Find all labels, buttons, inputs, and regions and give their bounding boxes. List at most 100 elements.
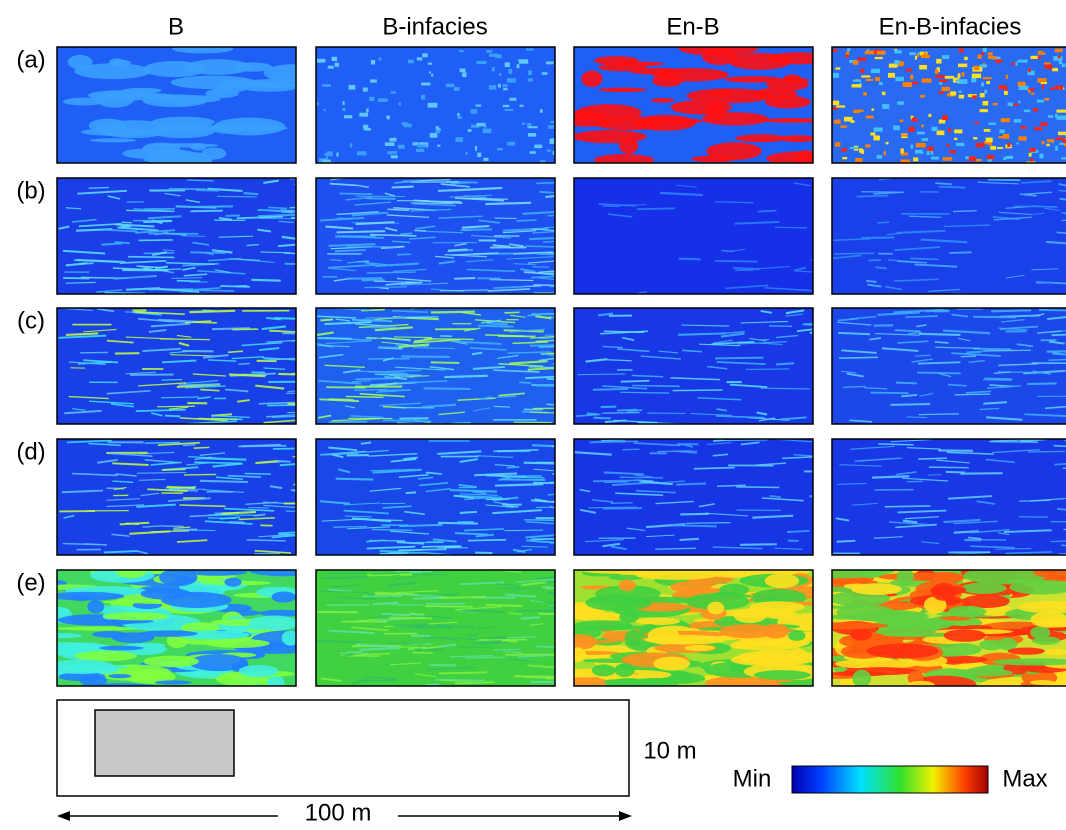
texture <box>320 319 333 320</box>
texture <box>862 237 895 238</box>
texture <box>850 147 858 149</box>
texture <box>920 95 925 98</box>
texture <box>721 440 767 441</box>
texture <box>1059 143 1064 145</box>
texture <box>128 257 174 258</box>
texture <box>972 95 976 98</box>
texture <box>546 61 554 64</box>
texture <box>389 138 396 142</box>
texture <box>901 135 908 137</box>
texture <box>977 55 981 59</box>
texture <box>715 261 757 262</box>
texture <box>973 137 977 139</box>
texture <box>387 151 397 154</box>
texture <box>684 645 715 651</box>
texture <box>436 126 439 129</box>
texture <box>894 60 899 64</box>
texture <box>851 583 902 595</box>
texture <box>587 413 598 414</box>
texture <box>336 153 338 157</box>
texture <box>529 126 538 128</box>
texture <box>979 640 1003 650</box>
texture <box>103 612 169 620</box>
texture <box>122 88 161 94</box>
texture <box>927 147 933 151</box>
texture <box>363 88 368 92</box>
texture <box>953 211 977 212</box>
texture <box>444 376 487 377</box>
texture <box>980 109 988 112</box>
texture <box>454 278 475 279</box>
texture <box>1028 68 1030 72</box>
texture <box>267 675 285 692</box>
texture <box>1055 49 1063 53</box>
texture <box>329 422 367 423</box>
texture <box>1055 114 1058 118</box>
texture <box>452 423 471 424</box>
texture <box>468 540 506 541</box>
texture <box>457 116 462 119</box>
texture <box>537 254 576 255</box>
texture <box>867 644 939 659</box>
texture <box>159 569 197 586</box>
texture <box>919 65 927 69</box>
texture <box>514 676 556 677</box>
texture <box>942 115 948 120</box>
texture <box>189 311 235 312</box>
texture <box>768 52 829 64</box>
texture <box>485 203 531 204</box>
texture <box>400 233 412 234</box>
texture <box>517 64 520 68</box>
texture <box>430 133 438 138</box>
texture <box>336 479 374 480</box>
texture <box>1052 68 1058 71</box>
texture <box>66 333 98 335</box>
texture <box>361 442 371 443</box>
texture <box>989 123 996 125</box>
texture <box>944 629 986 642</box>
texture <box>422 53 428 57</box>
texture <box>344 115 352 118</box>
texture <box>847 48 850 51</box>
texture <box>757 339 769 340</box>
texture <box>578 374 626 375</box>
texture <box>372 327 396 328</box>
texture <box>1008 647 1045 654</box>
texture <box>547 150 551 152</box>
texture <box>428 103 438 108</box>
texture <box>910 145 913 149</box>
panel <box>832 439 1066 555</box>
texture <box>788 631 806 641</box>
texture <box>871 69 880 73</box>
texture <box>505 62 510 67</box>
texture <box>574 620 633 631</box>
texture <box>1019 136 1027 140</box>
texture <box>984 129 991 132</box>
texture <box>1034 127 1042 130</box>
texture <box>143 61 206 77</box>
texture <box>369 97 374 101</box>
texture <box>157 406 195 407</box>
texture <box>775 227 807 228</box>
texture <box>468 129 472 132</box>
texture <box>530 345 573 346</box>
texture <box>462 72 466 77</box>
texture <box>385 142 395 146</box>
texture <box>411 203 453 204</box>
texture <box>417 144 426 147</box>
texture <box>931 157 939 160</box>
texture <box>172 44 233 54</box>
texture <box>359 113 368 117</box>
texture <box>761 388 810 389</box>
colorbar-max: Max <box>1002 765 1047 792</box>
texture <box>915 355 931 356</box>
texture <box>328 66 334 69</box>
texture <box>870 133 875 136</box>
texture <box>509 98 516 101</box>
row-label: (a) <box>16 46 45 73</box>
texture <box>555 272 568 274</box>
texture <box>971 78 976 83</box>
texture <box>598 88 647 92</box>
texture <box>648 627 680 645</box>
texture <box>853 80 861 82</box>
